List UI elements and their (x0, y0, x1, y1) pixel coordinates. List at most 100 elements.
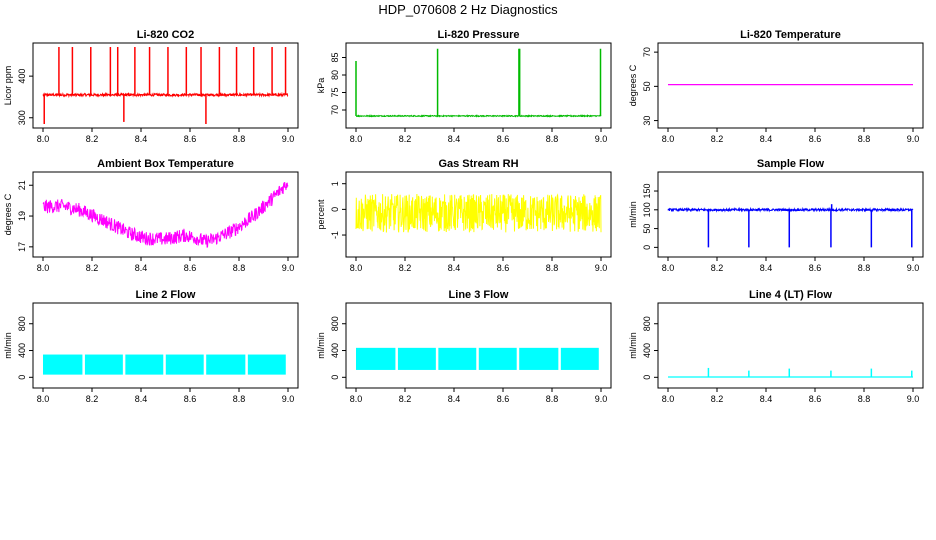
y-axis-label: ml/min (628, 201, 638, 228)
x-tick-label: 9.0 (907, 394, 920, 404)
x-tick-label: 8.2 (399, 263, 412, 273)
chart-title: Li-820 Pressure (438, 29, 520, 41)
x-tick-label: 8.6 (809, 134, 822, 144)
y-axis-label: degrees C (3, 193, 13, 235)
x-tick-label: 9.0 (282, 394, 295, 404)
chart-title: Line 2 Flow (136, 289, 196, 301)
x-tick-label: 8.6 (497, 263, 510, 273)
y-tick-label: 100 (642, 202, 652, 217)
series-line (667, 206, 914, 213)
chart-panel: Line 2 Flow ml/min 0 400 800 8.0 8.2 8.4 8.6 8.8 9… (3, 289, 299, 404)
series-band (438, 347, 477, 370)
x-tick-label: 8.0 (662, 263, 675, 273)
plot-frame (345, 302, 612, 389)
plot-frame (32, 302, 299, 389)
x-tick-label: 8.0 (350, 394, 363, 404)
x-tick-label: 8.2 (399, 134, 412, 144)
series-band (397, 347, 436, 370)
y-tick-label: 19 (17, 211, 27, 221)
y-tick-label: 0 (330, 207, 340, 212)
y-tick-label: 70 (642, 47, 652, 57)
series-line (355, 113, 602, 118)
chart-panel: Gas Stream RH percent -1 0 1 8.0 8.2 8.4 8.6 8.8 9… (316, 158, 612, 273)
chart-panel: Li-820 Pressure kPa 70 75 80 85 8.0 8.2 8.4 8.6 8.… (316, 29, 612, 144)
y-tick-label: 0 (17, 375, 27, 380)
x-tick-label: 8.8 (858, 134, 871, 144)
x-tick-label: 8.0 (662, 134, 675, 144)
chart-panel: Li-820 CO2 Licor ppm 300 400 8.0 8.2 8.4 8.6 8.8… (3, 29, 299, 144)
x-tick-label: 8.4 (448, 394, 461, 404)
series-line (355, 193, 602, 233)
x-tick-label: 9.0 (595, 263, 608, 273)
x-tick-label: 8.6 (497, 134, 510, 144)
chart-panel: Ambient Box Temperature degrees C 17 19 21 8.… (3, 158, 299, 273)
y-tick-label: 50 (642, 224, 652, 234)
chart-panel: Sample Flow ml/min 0 50 100 150 8.0 8.2 8.4 8.6 8.… (628, 158, 924, 273)
x-tick-label: 8.4 (760, 263, 773, 273)
y-tick-label: 80 (330, 70, 340, 80)
series-band (478, 347, 517, 370)
y-tick-label: 21 (17, 180, 27, 190)
y-tick-label: 800 (330, 316, 340, 331)
plot-frame (32, 42, 299, 129)
x-tick-label: 8.0 (37, 394, 50, 404)
y-tick-label: 0 (330, 375, 340, 380)
chart-title: Gas Stream RH (438, 158, 518, 170)
x-tick-label: 8.6 (809, 394, 822, 404)
x-tick-label: 8.8 (858, 394, 871, 404)
x-tick-label: 8.6 (497, 394, 510, 404)
x-tick-label: 8.8 (546, 263, 559, 273)
x-tick-label: 8.4 (135, 394, 148, 404)
chart-title: Li-820 Temperature (740, 29, 841, 41)
x-tick-label: 8.0 (662, 394, 675, 404)
x-tick-label: 8.6 (809, 263, 822, 273)
y-axis-label: kPa (316, 78, 326, 94)
chart-title: Line 3 Flow (449, 289, 509, 301)
x-tick-label: 9.0 (595, 134, 608, 144)
x-tick-label: 8.4 (135, 263, 148, 273)
series-band (356, 347, 396, 370)
x-tick-label: 9.0 (282, 263, 295, 273)
y-tick-label: 75 (330, 87, 340, 97)
x-tick-label: 8.2 (711, 263, 724, 273)
plot-frame (345, 171, 612, 258)
x-tick-label: 8.2 (86, 394, 99, 404)
chart-title: Line 4 (LT) Flow (749, 289, 832, 301)
x-tick-label: 8.0 (37, 263, 50, 273)
y-tick-label: 85 (330, 52, 340, 62)
y-axis-label: percent (316, 199, 326, 230)
series-band (560, 347, 599, 370)
series-band (84, 354, 123, 375)
x-tick-label: 8.6 (184, 263, 197, 273)
y-tick-label: 800 (17, 316, 27, 331)
y-tick-label: 1 (330, 181, 340, 186)
y-tick-label: 0 (642, 245, 652, 250)
x-tick-label: 8.2 (86, 134, 99, 144)
y-tick-label: 150 (642, 184, 652, 199)
x-tick-label: 8.6 (184, 394, 197, 404)
x-tick-label: 8.0 (37, 134, 50, 144)
y-tick-label: 400 (17, 343, 27, 358)
series-band (519, 347, 559, 370)
series-band (43, 354, 83, 375)
y-axis-label: ml/min (628, 332, 638, 359)
y-tick-label: 0 (642, 375, 652, 380)
chart-panel: Line 4 (LT) Flow ml/min 0 400 800 8.0 8.2 8.4 8.… (628, 289, 924, 404)
y-tick-label: 70 (330, 105, 340, 115)
x-tick-label: 8.8 (546, 394, 559, 404)
y-axis-label: degrees C (628, 64, 638, 106)
y-tick-label: 30 (642, 116, 652, 126)
x-tick-label: 8.2 (711, 394, 724, 404)
x-tick-label: 8.0 (350, 263, 363, 273)
plot-frame (657, 42, 924, 129)
plot-frame (32, 171, 299, 258)
chart-panel: Li-820 Temperature degrees C 30 50 70 8.0 8.2 8… (628, 29, 924, 144)
plot-frame (657, 171, 924, 258)
series-line (42, 91, 289, 99)
x-tick-label: 8.2 (399, 394, 412, 404)
series-line (42, 181, 289, 248)
chart-panel: Line 3 Flow ml/min 0 400 800 8.0 8.2 8.4 8.6 8.8 9… (316, 289, 612, 404)
x-tick-label: 9.0 (907, 263, 920, 273)
y-axis-label: ml/min (3, 332, 13, 359)
